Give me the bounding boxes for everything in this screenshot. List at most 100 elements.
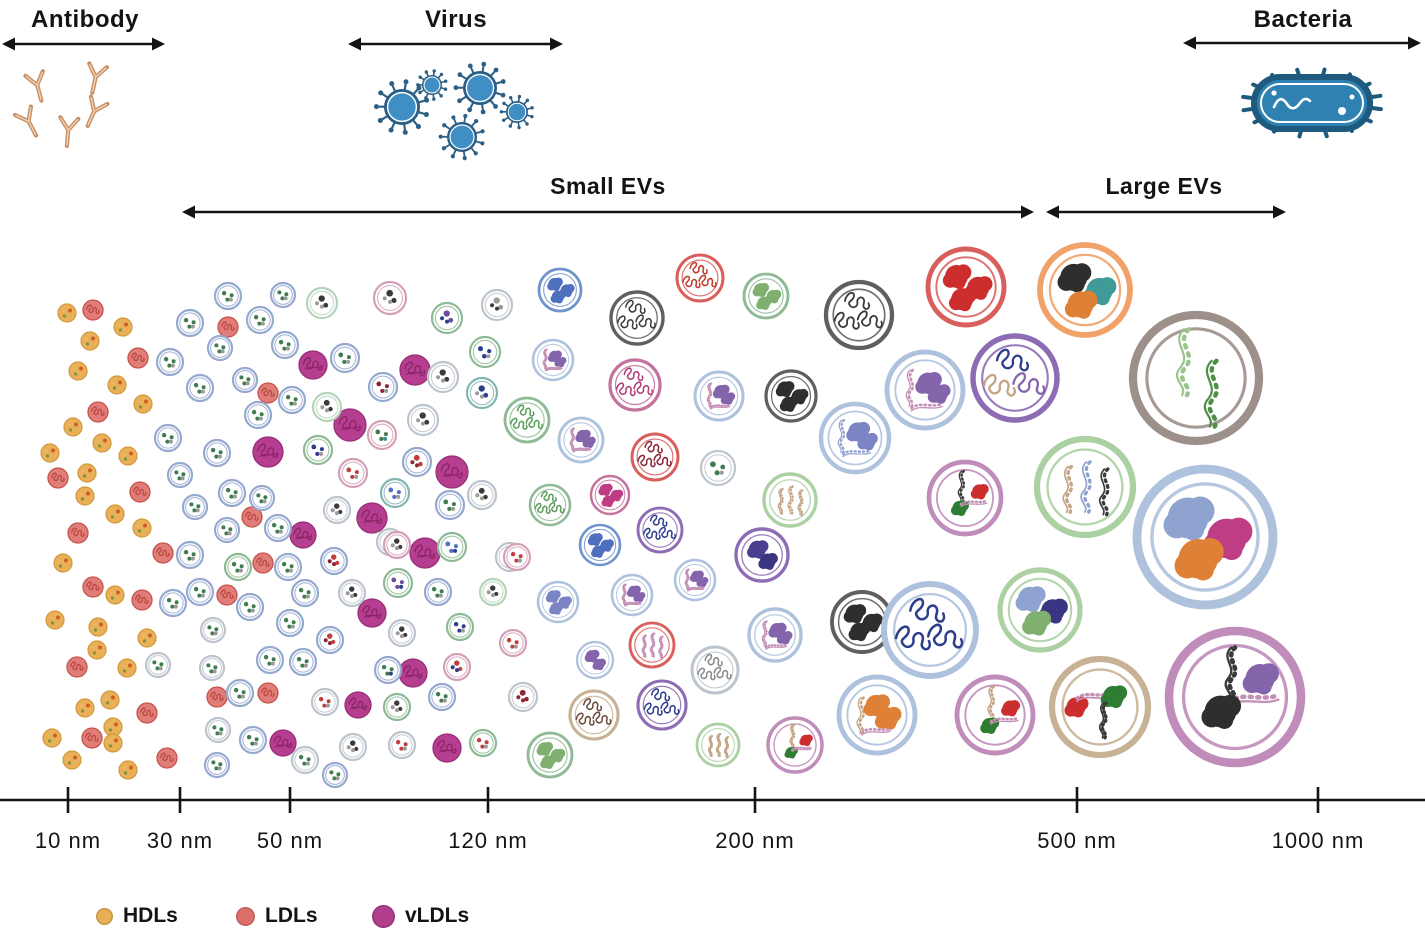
ldl-particle: [252, 552, 274, 574]
ldl-particle: [257, 682, 279, 704]
ev-vesicle: [436, 531, 468, 563]
small-evs-label: Small EVs: [550, 173, 666, 199]
ev-vesicle: [321, 761, 349, 789]
ldl-particle: [136, 702, 158, 724]
ev-vesicle: [575, 640, 615, 680]
ev-vesicle: [175, 308, 205, 338]
ev-vesicle: [734, 527, 790, 583]
ldl-particle: [81, 727, 103, 749]
ev-vesicle: [401, 446, 433, 478]
ev-vesicle: [884, 349, 966, 431]
ev-vesicle: [766, 716, 824, 774]
ev-vesicle: [1128, 310, 1264, 446]
hdl-particle: [103, 717, 123, 737]
hdl-particle: [107, 375, 127, 395]
hdl-particle: [88, 617, 108, 637]
ev-vesicle: [1132, 464, 1278, 610]
ev-vesicle: [526, 731, 574, 779]
virus-icon: [499, 94, 534, 130]
ev-vesicle: [199, 616, 227, 644]
ev-vesicle: [387, 730, 417, 760]
vldl-particle: [356, 502, 388, 534]
ev-vesicle: [217, 478, 247, 508]
ev-vesicle: [290, 745, 320, 775]
ev-vesicle: [528, 483, 572, 527]
virus-range-arrow: [348, 37, 563, 51]
ev-vesicle: [275, 608, 305, 638]
ldl-particle: [82, 299, 104, 321]
ev-vesicle: [578, 523, 622, 567]
ev-vesicle: [338, 732, 368, 762]
ev-vesicle: [536, 580, 580, 624]
ev-vesicle: [423, 577, 453, 607]
ev-vesicle: [970, 333, 1060, 423]
ev-vesicle: [818, 401, 892, 475]
antibody-icon: [87, 61, 110, 95]
ev-vesicle: [153, 423, 183, 453]
ev-vesicle: [223, 552, 253, 582]
ev-vesicle: [235, 592, 265, 622]
ev-vesicle: [310, 687, 340, 717]
ldl-particle: [241, 506, 263, 528]
ldl-particle: [257, 382, 279, 404]
ev-vesicle: [231, 366, 259, 394]
ev-vesicle: [636, 506, 684, 554]
ev-vesicle: [608, 358, 662, 412]
vldl-particle: [252, 436, 284, 468]
ev-vesicle: [198, 654, 226, 682]
bacteria-label: Bacteria: [1253, 6, 1353, 33]
vldl-particle: [298, 350, 328, 380]
ev-vesicle: [269, 281, 297, 309]
ldl-particle: [152, 542, 174, 564]
ev-vesicle: [181, 493, 209, 521]
ev-vesicle: [270, 330, 300, 360]
ev-vesicle: [337, 457, 369, 489]
vldl-swatch-icon: [372, 904, 395, 928]
hdl-particle: [42, 728, 62, 748]
legend-item-hdl: HDLs: [96, 902, 178, 930]
hdl-particle: [103, 733, 123, 753]
ldl-particle: [131, 589, 153, 611]
vldl-particle: [435, 455, 469, 489]
antibody-icon: [85, 94, 110, 128]
hdl-particle: [80, 331, 100, 351]
virus-label: Virus: [424, 6, 488, 33]
ev-vesicle: [311, 391, 343, 423]
ev-vesicle: [693, 370, 745, 422]
vldl-particle: [399, 354, 431, 386]
hdl-particle: [75, 486, 95, 506]
ldl-particle: [127, 347, 149, 369]
antibody-icon: [23, 69, 45, 103]
ev-vesicle: [238, 725, 268, 755]
ldl-particle: [217, 316, 239, 338]
hdl-particle: [68, 361, 88, 381]
hdl-particle: [137, 628, 157, 648]
vldl-particle: [357, 598, 387, 628]
ev-vesicle: [823, 279, 895, 351]
ev-vesicle: [319, 546, 349, 576]
ldl-label: LDLs: [265, 904, 318, 927]
ev-vesicle: [675, 253, 725, 303]
ev-vesicle: [155, 347, 185, 377]
ev-vesicle: [695, 722, 741, 768]
ev-vesicle: [465, 376, 499, 410]
ldl-particle: [129, 481, 151, 503]
ev-vesicle: [273, 552, 303, 582]
ldl-particle: [87, 401, 109, 423]
hdl-particle: [118, 760, 138, 780]
hdl-particle: [92, 433, 112, 453]
ev-vesicle: [1033, 435, 1137, 539]
vldl-particle: [289, 521, 317, 549]
ev-vesicle: [206, 334, 234, 362]
ev-vesicle: [699, 449, 737, 487]
hdl-particle: [75, 698, 95, 718]
virus-icon: [453, 61, 506, 115]
ev-vesicle: [445, 612, 475, 642]
ldl-particle: [156, 747, 178, 769]
ev-vesicle: [468, 335, 502, 369]
ev-vesicle: [175, 540, 205, 570]
ev-vesicle: [387, 618, 417, 648]
ldl-particle: [67, 522, 89, 544]
ev-vesicle: [202, 438, 232, 468]
